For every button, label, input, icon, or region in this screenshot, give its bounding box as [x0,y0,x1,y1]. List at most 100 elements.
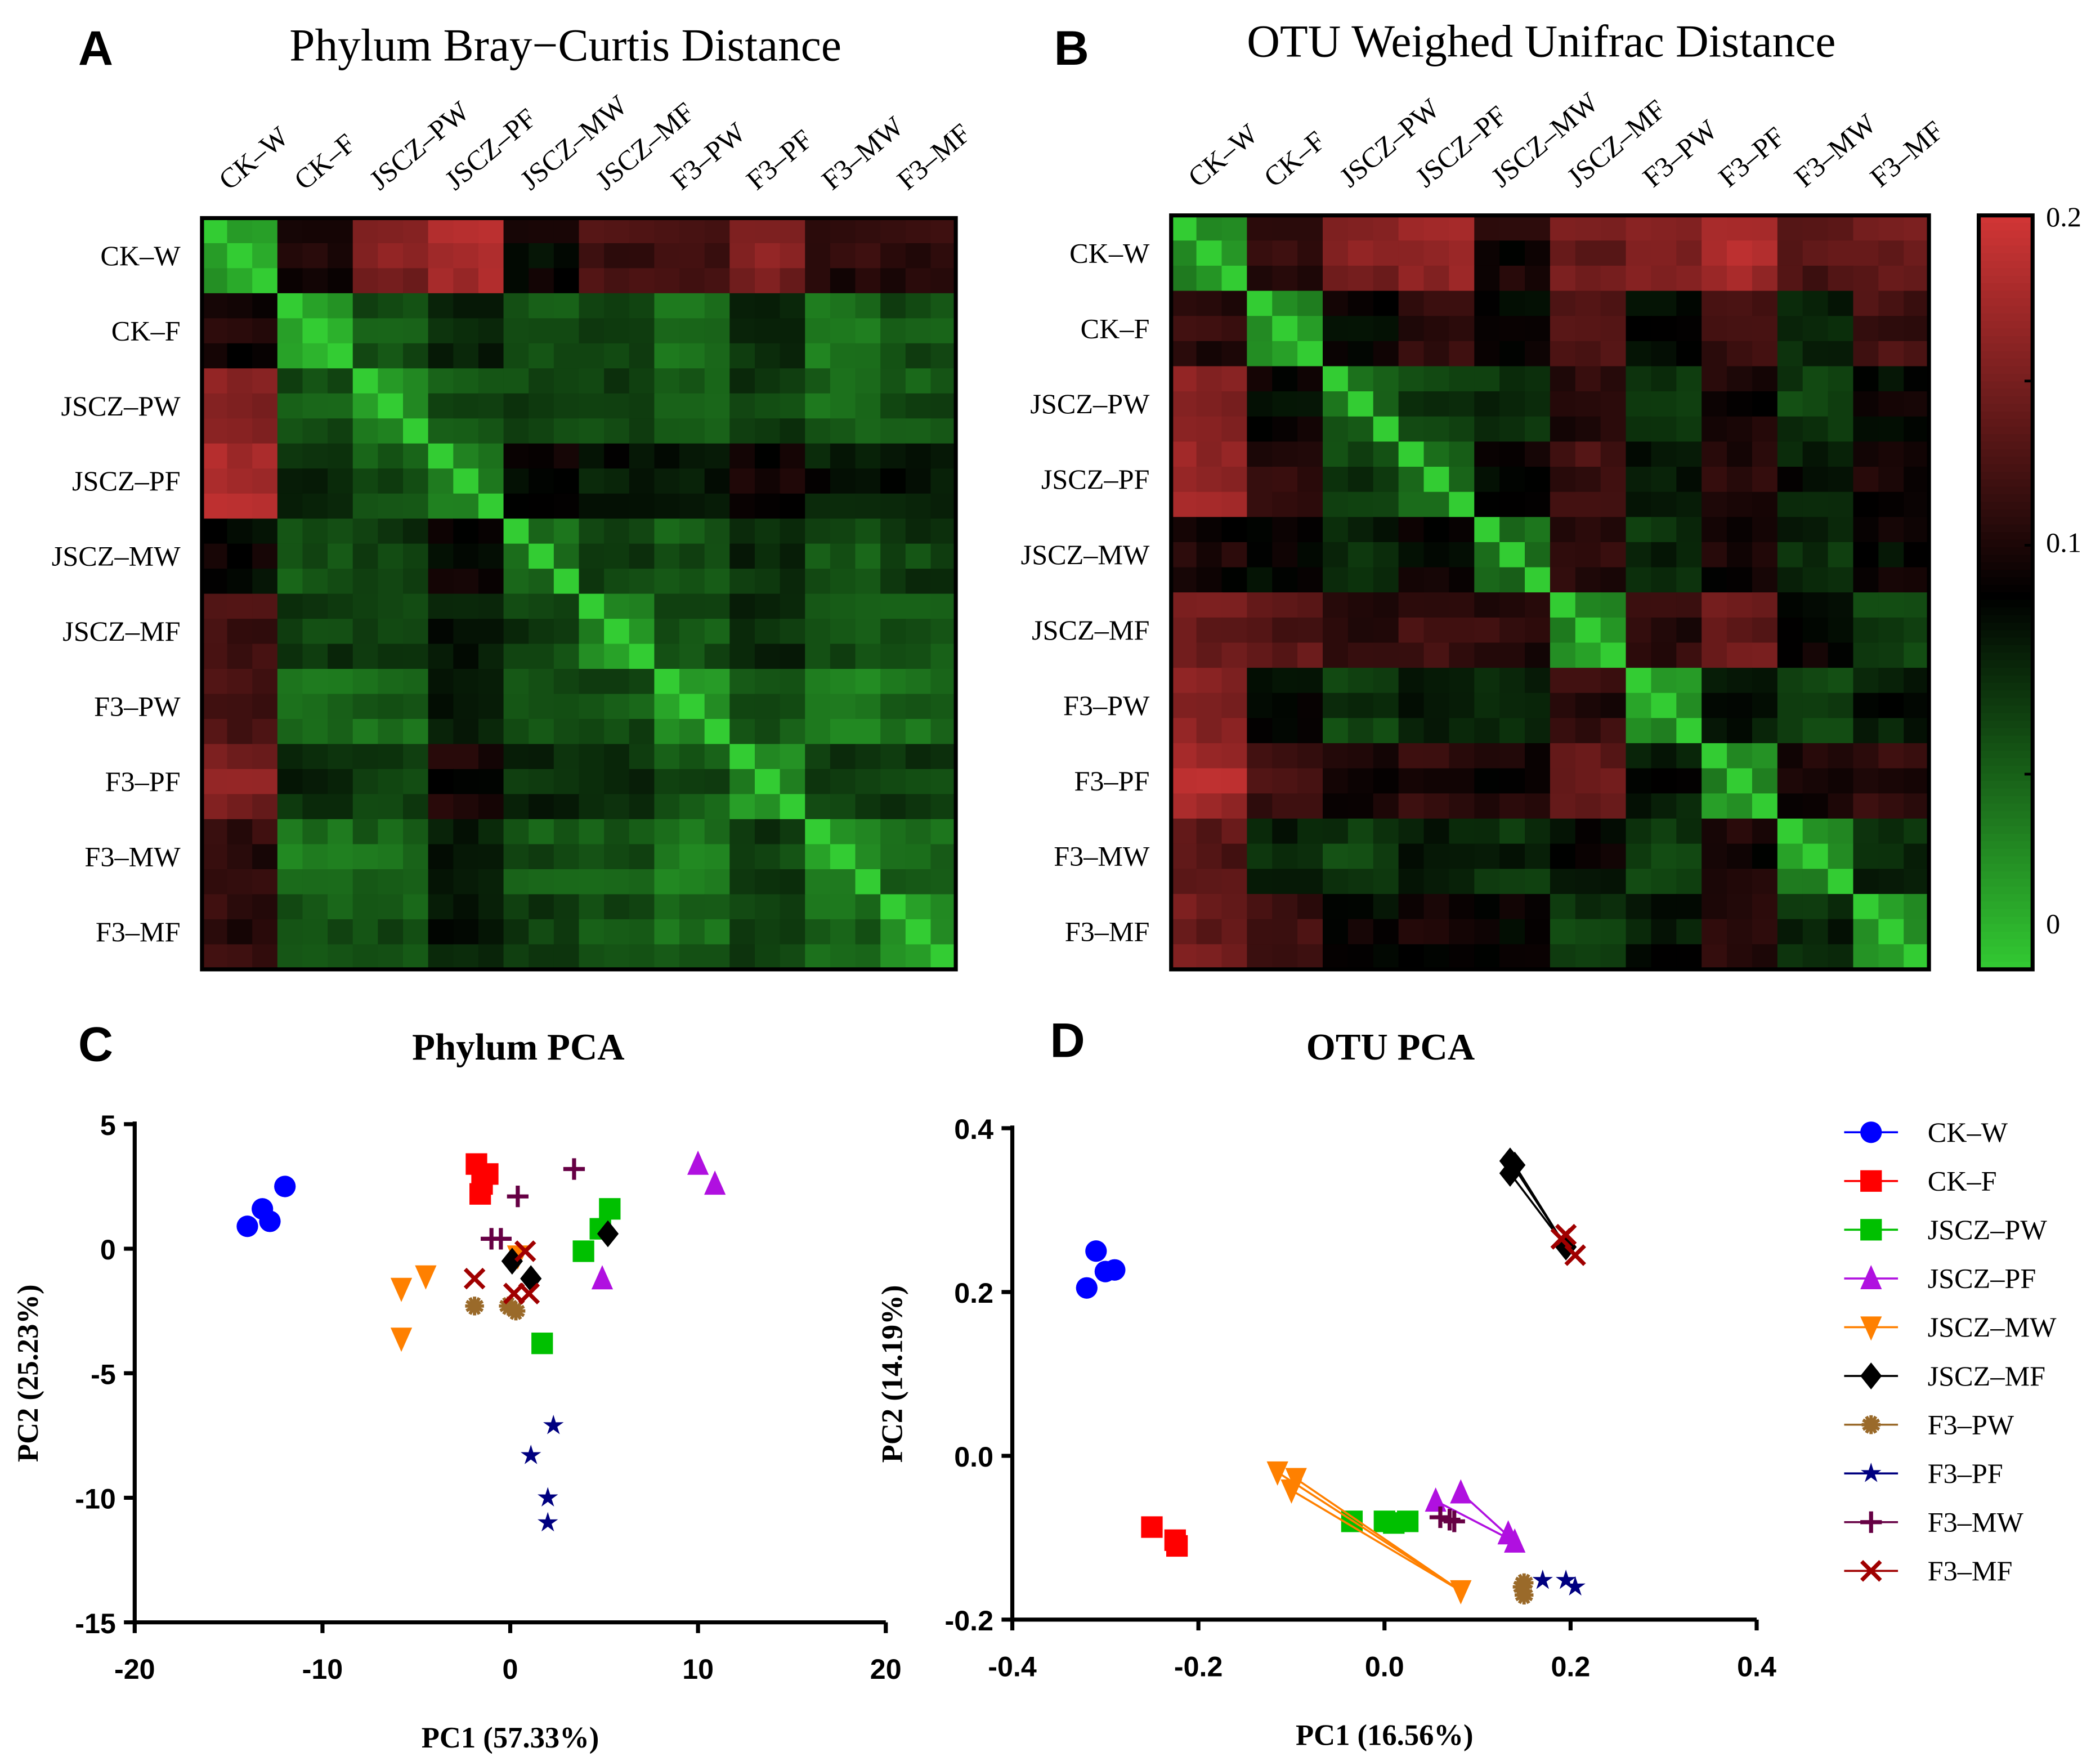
heatmap-cell [1323,265,1349,292]
y-tick-label: -5 [91,1358,116,1390]
heatmap-cell [1347,944,1374,970]
heatmap-cell [328,268,353,294]
heatmap-cell [654,819,680,845]
x-tick-label: -10 [302,1653,343,1685]
heatmap-cell [704,368,731,394]
heatmap-cell [1600,843,1627,870]
heatmap-cell [1373,718,1399,744]
heatmap-cell [529,368,554,394]
heatmap-cell [1676,818,1703,844]
heatmap-cell [654,944,680,970]
heatmap-cell [1802,290,1829,317]
heatmap-cell [880,368,906,394]
heatmap-cell [1878,843,1905,870]
heatmap-cell [1221,316,1248,342]
heatmap-cell [1676,215,1703,242]
y-tick-label: 0.4 [954,1114,993,1145]
heatmap-cell [503,894,530,920]
column-label: F3–PF [1712,120,1790,193]
heatmap-cell [1828,441,1854,467]
heatmap-cell [1727,592,1753,618]
heatmap-cell [805,768,831,795]
heatmap-cell [1777,567,1803,593]
heatmap-cell [1600,919,1627,945]
heatmap-cell [1221,491,1248,518]
heatmap-cell [503,694,530,719]
heatmap-cell [428,218,454,244]
heatmap-cell [202,493,228,520]
heatmap-cell [1398,517,1425,543]
x-tick-label: -0.2 [1174,1651,1223,1682]
heatmap-cell [1702,366,1728,392]
heatmap-cell [1727,416,1753,443]
heatmap-cell [1499,366,1525,392]
heatmap-cell [1752,893,1778,920]
heatmap-a-title: Phylum Bray−Curtis Distance [289,20,841,71]
heatmap-cell [453,694,479,719]
heatmap-cell [830,669,856,695]
heatmap-cell [1676,843,1703,870]
heatmap-cell [503,819,530,845]
heatmap-cell [905,368,932,394]
heatmap-cell [754,268,781,294]
heatmap-cell [553,443,580,470]
heatmap-cell [679,869,705,895]
heatmap-cell [302,744,329,770]
heatmap-cell [579,919,605,945]
heatmap-cell [478,493,504,520]
heatmap-cell [830,919,856,945]
heatmap-cell [579,669,605,695]
heatmap-cell [930,794,957,820]
heatmap-cell [503,218,530,244]
heatmap-cell [553,669,580,695]
heatmap-cell [729,318,755,344]
heatmap-cell [1777,366,1803,392]
heatmap-cell [302,944,329,970]
heatmap-cell [328,368,353,394]
heatmap-cell [1221,668,1248,694]
heatmap-cell [252,694,278,719]
heatmap-cell [378,468,404,494]
heatmap-cell [252,268,278,294]
colorbar-segment [1978,901,2033,910]
heatmap-cell [1702,467,1728,493]
heatmap-cell [629,543,655,570]
heatmap-cell [1196,491,1223,518]
heatmap-cell [553,318,580,344]
heatmap-cell [729,343,755,369]
data-point [531,1333,553,1355]
heatmap-cell [302,218,329,244]
heatmap-cell [302,493,329,520]
heatmap-cell [1802,692,1829,719]
colorbar-segment [1978,698,2033,707]
heatmap-cell [1853,592,1879,618]
heatmap-cell [704,593,731,620]
heatmap-cell [202,844,228,870]
heatmap-cell [1423,869,1450,895]
heatmap-cell [1373,919,1399,945]
row-label: JSCZ–MW [1021,539,1150,570]
heatmap-cell [1904,919,1930,945]
heatmap-cell [553,368,580,394]
heatmap-cell [1676,316,1703,342]
heatmap-cell [378,794,404,820]
heatmap-cell [1373,416,1399,443]
heatmap-cell [328,719,353,745]
heatmap-cell [1828,491,1854,518]
heatmap-cell [529,744,554,770]
heatmap-cell [302,894,329,920]
heatmap-a: CK–WCK–WCK–FCK–FJSCZ–PWJSCZ–PWJSCZ–PFJSC… [52,89,977,972]
heatmap-cell [1474,341,1501,367]
heatmap-cell [1600,592,1627,618]
heatmap-cell [754,293,781,319]
heatmap-cell [352,519,379,544]
y-tick-label: 0.0 [954,1441,993,1473]
heatmap-cell [1449,567,1475,593]
heatmap-cell [830,318,856,344]
data-point [521,1445,541,1464]
heatmap-cell [579,343,605,369]
data-point [471,1173,493,1195]
heatmap-cell [1247,642,1273,669]
heatmap-cell [679,569,705,595]
heatmap-cell [604,768,630,795]
